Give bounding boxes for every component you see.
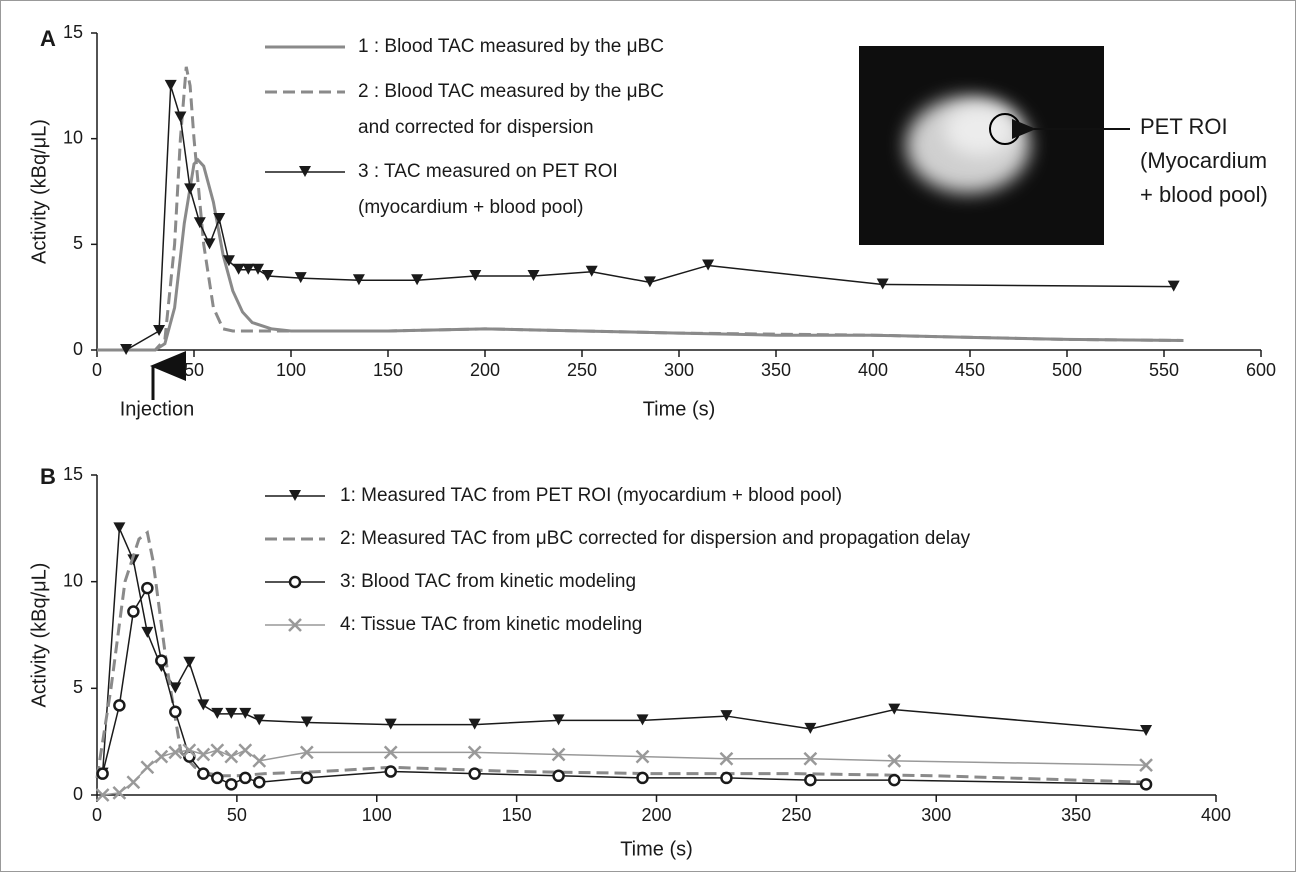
x-tick-label: 400: [1201, 805, 1231, 825]
legend-entry: 2: Measured TAC from μBC corrected for d…: [340, 521, 1120, 557]
x-tick-label: 500: [1052, 360, 1082, 380]
x-tick-label: 300: [664, 360, 694, 380]
legend-entry: 2 : Blood TAC measured by the μBC and co…: [358, 74, 1138, 146]
y-tick-label: 15: [63, 22, 83, 42]
y-axis-title: Activity (kBq/μL): [28, 119, 50, 264]
marker-circle: [470, 769, 480, 779]
x-tick-label: 350: [761, 360, 791, 380]
marker-circle: [302, 773, 312, 783]
legend-marker: [290, 577, 300, 587]
y-axis-title: Activity (kBq/μL): [28, 563, 50, 708]
x-tick-label: 450: [955, 360, 985, 380]
legend-entry: 3 : TAC measured on PET ROI (myocardium …: [358, 154, 1138, 226]
x-tick-label: 250: [781, 805, 811, 825]
roi-label: PET ROI (Myocardium + blood pool): [1140, 110, 1296, 212]
x-tick-label: 150: [373, 360, 403, 380]
x-tick-label: 250: [567, 360, 597, 380]
panel-label: A: [40, 26, 56, 51]
marker-circle: [721, 773, 731, 783]
x-tick-label: 0: [92, 805, 102, 825]
x-tick-label: 200: [641, 805, 671, 825]
x-axis-title: Time (s): [643, 398, 716, 420]
marker-circle: [805, 775, 815, 785]
marker-circle: [240, 773, 250, 783]
legend-entry-box: 4: Tissue TAC from kinetic modeling: [340, 607, 1120, 687]
y-tick-label: 10: [63, 570, 83, 590]
y-tick-label: 0: [73, 784, 83, 804]
x-tick-label: 50: [227, 805, 247, 825]
roi-label-box: PET ROI (Myocardium + blood pool): [1140, 110, 1296, 220]
x-tick-label: 400: [858, 360, 888, 380]
legend-entry-box: 2 : Blood TAC measured by the μBC and co…: [358, 74, 1138, 154]
x-tick-label: 600: [1246, 360, 1276, 380]
marker-circle: [170, 707, 180, 717]
panel-label: B: [40, 464, 56, 489]
marker-circle: [98, 769, 108, 779]
marker-circle: [889, 775, 899, 785]
x-tick-label: 50: [184, 360, 204, 380]
x-tick-label: 0: [92, 360, 102, 380]
y-tick-label: 5: [73, 677, 83, 697]
x-axis-title: Time (s): [620, 838, 693, 860]
marker-circle: [156, 656, 166, 666]
injection-label: Injection: [120, 398, 195, 420]
legend-entry: 1 : Blood TAC measured by the μBC: [358, 29, 1138, 65]
legend-entry-box: 3 : TAC measured on PET ROI (myocardium …: [358, 154, 1138, 234]
marker-circle: [212, 773, 222, 783]
figure: Injection PET ROI (Myocardium + blood po…: [0, 0, 1296, 872]
marker-circle: [114, 700, 124, 710]
legend-entry: 1: Measured TAC from PET ROI (myocardium…: [340, 478, 1120, 514]
y-tick-label: 5: [73, 233, 83, 253]
marker-circle: [226, 779, 236, 789]
y-tick-label: 0: [73, 339, 83, 359]
x-tick-label: 550: [1149, 360, 1179, 380]
marker-circle: [198, 769, 208, 779]
marker-circle: [638, 773, 648, 783]
x-tick-label: 300: [921, 805, 951, 825]
marker-circle: [554, 771, 564, 781]
y-tick-label: 15: [63, 464, 83, 484]
x-tick-label: 100: [276, 360, 306, 380]
x-tick-label: 100: [362, 805, 392, 825]
x-tick-label: 200: [470, 360, 500, 380]
marker-circle: [142, 583, 152, 593]
x-tick-label: 350: [1061, 805, 1091, 825]
marker-circle: [254, 777, 264, 787]
x-tick-label: 150: [502, 805, 532, 825]
marker-circle: [1141, 779, 1151, 789]
marker-circle: [386, 767, 396, 777]
y-tick-label: 10: [63, 127, 83, 147]
marker-circle: [128, 607, 138, 617]
legend-entry: 3: Blood TAC from kinetic modeling: [340, 564, 1120, 600]
legend-entry: 4: Tissue TAC from kinetic modeling: [340, 607, 1120, 643]
